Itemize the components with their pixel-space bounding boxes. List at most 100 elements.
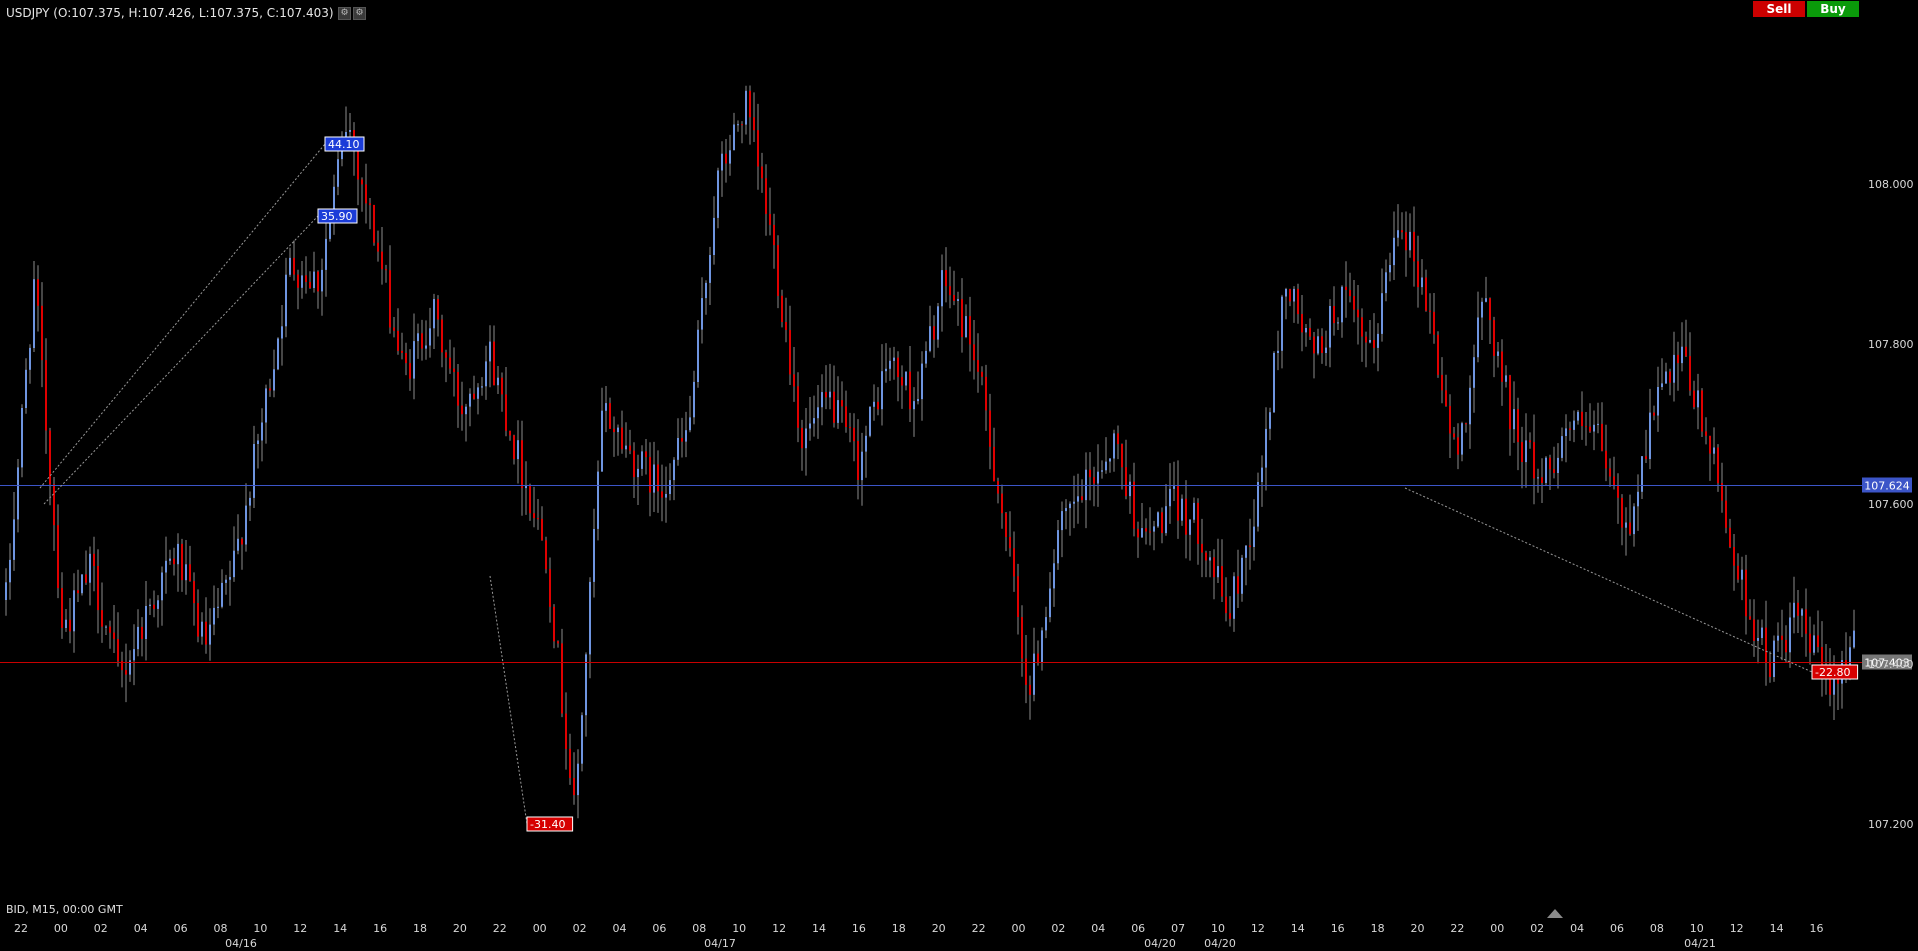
candle-body bbox=[525, 485, 527, 489]
candle-body bbox=[741, 124, 743, 126]
candle-body bbox=[317, 271, 319, 292]
candle-body bbox=[449, 357, 451, 369]
candle-body bbox=[1813, 635, 1815, 653]
candle-body bbox=[273, 369, 275, 391]
candle-body bbox=[1709, 435, 1711, 454]
candle-body bbox=[1525, 440, 1527, 463]
x-tick-label: 06 bbox=[1610, 922, 1624, 935]
candle-body bbox=[1753, 619, 1755, 641]
candle-body bbox=[773, 224, 775, 246]
candle-body bbox=[1025, 658, 1027, 685]
candle-body bbox=[1193, 502, 1195, 520]
measurement-annotations[interactable]: 44.10 35.90 -31.40 -22.80 bbox=[39, 136, 1859, 832]
candle-body bbox=[569, 748, 571, 778]
candle-body bbox=[1141, 528, 1143, 538]
candle-body bbox=[965, 316, 967, 337]
candle-body bbox=[1777, 635, 1779, 641]
candle-body bbox=[1573, 420, 1575, 430]
candle-body bbox=[809, 423, 811, 429]
measure-box-gain[interactable] bbox=[324, 136, 365, 152]
candle-body bbox=[1133, 481, 1135, 529]
candle-body bbox=[1265, 428, 1267, 468]
candle-body bbox=[469, 393, 471, 407]
candle-body bbox=[133, 649, 135, 661]
candle-body bbox=[533, 513, 535, 519]
candle-body bbox=[1717, 447, 1719, 484]
candle-body bbox=[633, 450, 635, 478]
candle-body bbox=[17, 467, 19, 520]
candle-body bbox=[489, 341, 491, 362]
candle-body bbox=[1065, 508, 1067, 512]
candle-body bbox=[825, 392, 827, 398]
candle-body bbox=[537, 518, 539, 520]
candle-body bbox=[1053, 563, 1055, 589]
candle-body bbox=[165, 560, 167, 573]
x-tick-label: 20 bbox=[453, 922, 467, 935]
candle-body bbox=[505, 394, 507, 431]
measure-label: -22.80 bbox=[1815, 666, 1850, 679]
candle-body bbox=[1189, 519, 1191, 535]
candle-body bbox=[129, 660, 131, 675]
sell-button[interactable]: Sell bbox=[1753, 1, 1805, 17]
candle-body bbox=[409, 363, 411, 379]
candle-body bbox=[541, 518, 543, 541]
candle-body bbox=[301, 275, 303, 288]
candle-body bbox=[1741, 569, 1743, 580]
candle-body bbox=[109, 626, 111, 633]
candle-body bbox=[97, 566, 99, 611]
candle-body bbox=[637, 468, 639, 478]
measure-box-gain[interactable] bbox=[317, 208, 358, 224]
chart-tool-buttons: ⚙ ⚙ bbox=[338, 7, 366, 20]
candle-body bbox=[1181, 498, 1183, 521]
date-label: 04/16 bbox=[225, 937, 257, 950]
candle-body bbox=[581, 715, 583, 764]
candle-body bbox=[981, 371, 983, 377]
horizontal-price-lines[interactable]: 107.624 107.403 bbox=[0, 477, 1912, 670]
candle-body bbox=[277, 338, 279, 370]
candle-body bbox=[717, 170, 719, 218]
candle-body bbox=[1349, 290, 1351, 297]
candle-body bbox=[1421, 277, 1423, 288]
candle-body bbox=[957, 299, 959, 301]
candle-body bbox=[1261, 467, 1263, 482]
candle-body bbox=[1149, 531, 1151, 533]
candle-body bbox=[805, 428, 807, 449]
candle-body bbox=[1481, 301, 1483, 318]
measure-box-loss[interactable] bbox=[1811, 664, 1859, 680]
candle-body bbox=[1669, 371, 1671, 383]
candle-body bbox=[1353, 296, 1355, 310]
gear-icon[interactable]: ⚙ bbox=[353, 7, 366, 20]
candle-body bbox=[1657, 387, 1659, 416]
candle-body bbox=[401, 350, 403, 353]
candle-body bbox=[501, 377, 503, 395]
candle-body bbox=[241, 538, 243, 545]
candle-body bbox=[721, 153, 723, 171]
measure-box-loss[interactable] bbox=[526, 816, 574, 832]
candle-body bbox=[405, 353, 407, 364]
candle-body bbox=[1853, 630, 1855, 648]
x-tick-label: 16 bbox=[1331, 922, 1345, 935]
candle-body bbox=[1829, 668, 1831, 695]
candle-body bbox=[1705, 431, 1707, 436]
candle-body bbox=[1313, 336, 1315, 354]
scroll-marker-icon[interactable] bbox=[1547, 909, 1563, 918]
candle-body bbox=[729, 150, 731, 164]
candle-body bbox=[629, 445, 631, 451]
y-tick-label: 107.600 bbox=[1868, 498, 1914, 511]
candle-body bbox=[1013, 548, 1015, 577]
candle-body bbox=[477, 387, 479, 399]
settings-icon[interactable]: ⚙ bbox=[338, 7, 351, 20]
buy-button[interactable]: Buy bbox=[1807, 1, 1859, 17]
x-tick-label: 12 bbox=[772, 922, 786, 935]
candle-body bbox=[1413, 231, 1415, 262]
candle-body bbox=[397, 330, 399, 351]
price-tag-label: 107.624 bbox=[1864, 480, 1910, 493]
candle-body bbox=[749, 90, 751, 118]
candle-body bbox=[1701, 390, 1703, 432]
candle-body bbox=[1817, 635, 1819, 647]
candle-body bbox=[253, 444, 255, 498]
candle-body bbox=[653, 464, 655, 493]
x-tick-label: 06 bbox=[652, 922, 666, 935]
candle-body bbox=[509, 430, 511, 436]
